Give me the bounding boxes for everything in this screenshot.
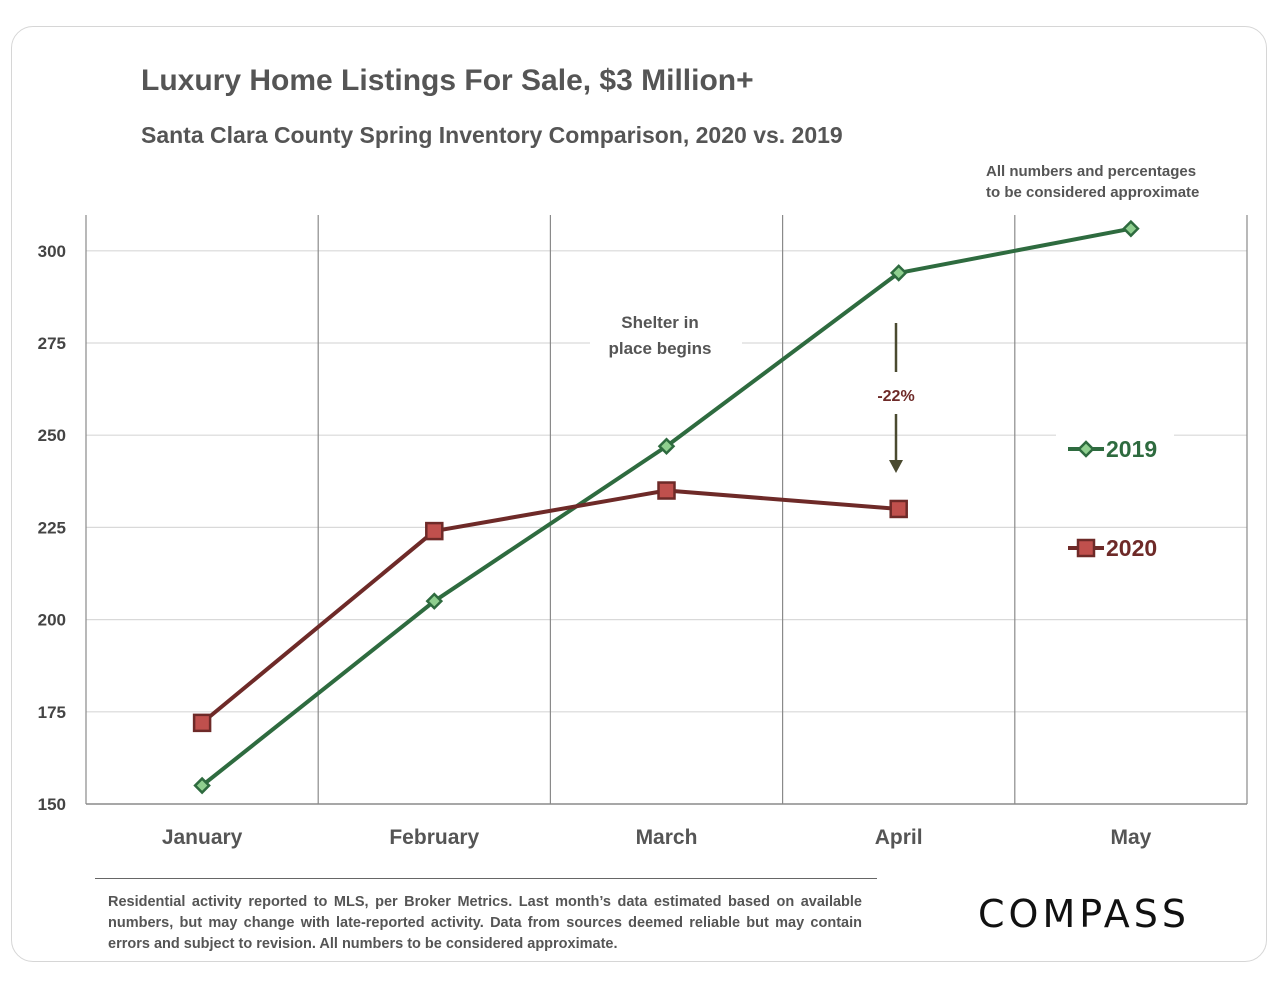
point-2020: [425, 521, 444, 541]
approximation-note-line2: to be considered approximate: [986, 184, 1200, 201]
shelter-label-line2: place begins: [609, 339, 712, 358]
point-2019: [657, 437, 676, 456]
point-2020: [657, 481, 676, 500]
point-2019: [889, 264, 908, 282]
point-2020: [192, 713, 212, 733]
footnote: Residential activity reported to MLS, pe…: [108, 894, 862, 952]
footnote-divider: [95, 878, 877, 879]
annotations: Shelter in place begins -22%: [590, 308, 915, 473]
x-tick-label: February: [389, 826, 479, 849]
point-2020: [889, 499, 908, 519]
y-axis-ticks: 150 175 200 225 250 275 300: [38, 242, 66, 814]
y-tick-label: 225: [38, 518, 66, 537]
approximation-note-line1: All numbers and percentages: [986, 163, 1197, 180]
point-2019: [193, 776, 211, 795]
y-tick-label: 250: [38, 426, 66, 445]
x-tick-label: March: [636, 826, 698, 849]
point-2019: [425, 592, 444, 610]
y-tick-label: 200: [38, 611, 66, 630]
change-arrow-head: [889, 460, 903, 473]
x-tick-label: April: [875, 826, 923, 849]
shelter-label-line1: Shelter in: [621, 313, 698, 332]
y-tick-label: 300: [38, 242, 66, 261]
x-tick-label: January: [162, 826, 243, 849]
chart-subtitle: Santa Clara County Spring Inventory Comp…: [141, 122, 843, 148]
legend-label-2019: 2019: [1106, 436, 1157, 462]
chart-title: Luxury Home Listings For Sale, $3 Millio…: [141, 64, 754, 97]
y-tick-label: 275: [38, 334, 66, 353]
legend-marker-2019: [1077, 440, 1095, 458]
series-line-2020: [200, 488, 899, 725]
legend-marker-2020: [1076, 538, 1096, 558]
point-2019: [1122, 219, 1140, 238]
chart-legend: 2019 2020: [1056, 433, 1174, 564]
approximation-note: All numbers and percentages to be consid…: [986, 161, 1199, 203]
compass-logo: COMPASS: [978, 892, 1190, 936]
series-layer: [192, 219, 1140, 795]
change-percent-label: -22%: [877, 388, 914, 405]
x-tick-label: May: [1110, 826, 1151, 849]
y-tick-label: 150: [38, 795, 66, 814]
shelter-label-bg: [590, 308, 742, 364]
y-tick-label: 175: [38, 703, 66, 722]
plot-frame: [85, 215, 1248, 805]
legend-label-2020: 2020: [1106, 535, 1157, 561]
x-axis-ticks: January February March April May: [162, 826, 1152, 849]
